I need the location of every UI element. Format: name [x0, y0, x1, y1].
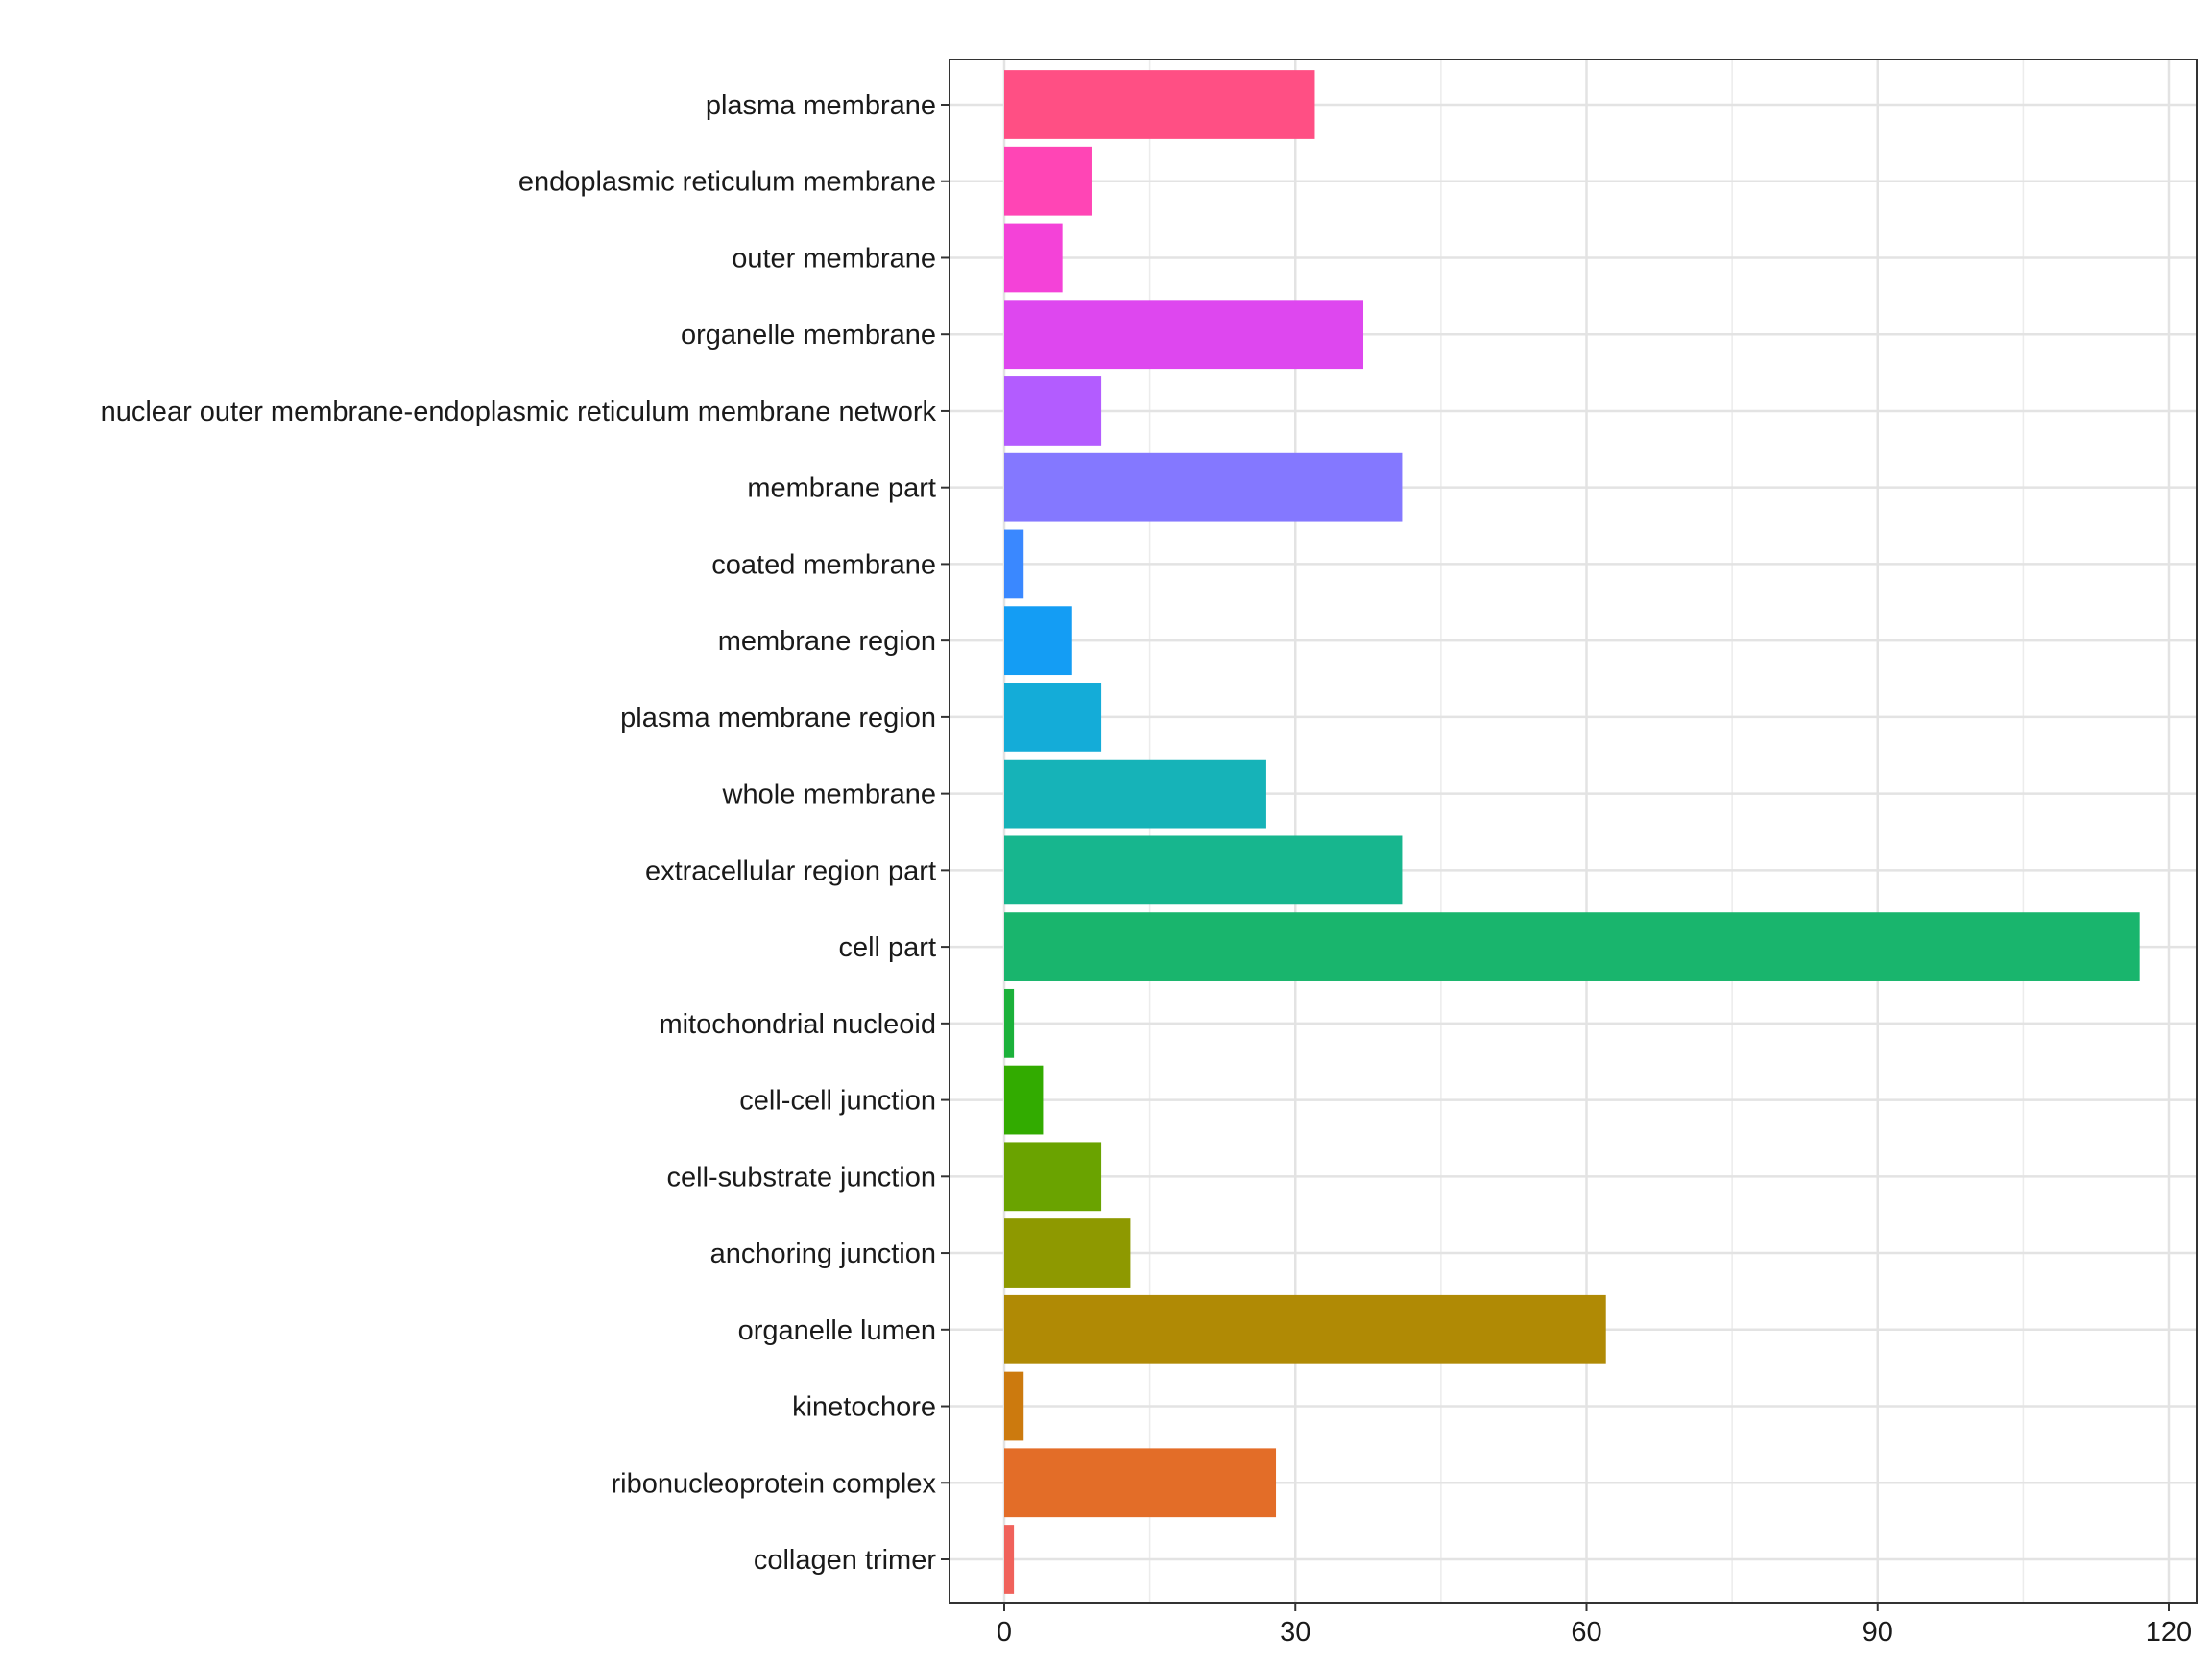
y-tick-label: outer membrane	[732, 243, 936, 274]
x-tick-label: 90	[1863, 1617, 1893, 1648]
y-tick-label: plasma membrane region	[620, 703, 936, 734]
bar	[1004, 683, 1102, 752]
bar	[1004, 759, 1266, 829]
panel-border	[949, 59, 2198, 1604]
bar	[1004, 988, 1015, 1058]
bar	[1004, 529, 1024, 599]
bar	[1004, 146, 1092, 216]
y-tick-label: collagen trimer	[754, 1545, 937, 1576]
x-tick-label: 60	[1571, 1617, 1601, 1648]
bar	[1004, 835, 1403, 905]
y-tick-label: kinetochore	[792, 1392, 936, 1423]
bar	[1004, 70, 1315, 139]
bar	[1004, 300, 1364, 370]
y-tick-label: cell part	[838, 932, 936, 963]
bar	[1004, 1065, 1044, 1135]
bar	[1004, 912, 2140, 981]
y-tick-label: nuclear outer membrane-endoplasmic retic…	[101, 397, 937, 427]
plot-panel	[950, 60, 2197, 1603]
y-tick-label: anchoring junction	[710, 1239, 936, 1269]
bar	[1004, 1142, 1102, 1212]
y-tick-label: cell-cell junction	[739, 1086, 936, 1117]
x-tick-label: 0	[997, 1617, 1012, 1648]
bar	[1004, 1294, 1606, 1364]
y-tick-label: whole membrane	[722, 780, 936, 810]
bar	[1004, 1525, 1015, 1594]
y-tick-label: membrane region	[718, 626, 936, 657]
bar	[1004, 606, 1072, 676]
y-tick-label: organelle membrane	[681, 320, 936, 350]
x-tick-label: 30	[1280, 1617, 1310, 1648]
y-tick-label: coated membrane	[711, 549, 936, 580]
bar	[1004, 1218, 1131, 1288]
y-tick-label: plasma membrane	[706, 90, 936, 121]
y-tick-label: mitochondrial nucleoid	[659, 1009, 936, 1040]
y-tick-label: cell-substrate junction	[667, 1162, 936, 1193]
bar	[1004, 1371, 1024, 1441]
bar	[1004, 1448, 1277, 1518]
x-tick-label: 120	[2146, 1617, 2192, 1648]
bar	[1004, 452, 1403, 522]
y-tick-label: membrane part	[747, 473, 936, 504]
y-tick-label: endoplasmic reticulum membrane	[518, 167, 936, 198]
y-tick-label: organelle lumen	[738, 1315, 936, 1346]
bar	[1004, 376, 1102, 446]
bar	[1004, 223, 1063, 293]
y-tick-label: extracellular region part	[645, 856, 936, 886]
y-tick-label: ribonucleoprotein complex	[611, 1468, 936, 1499]
